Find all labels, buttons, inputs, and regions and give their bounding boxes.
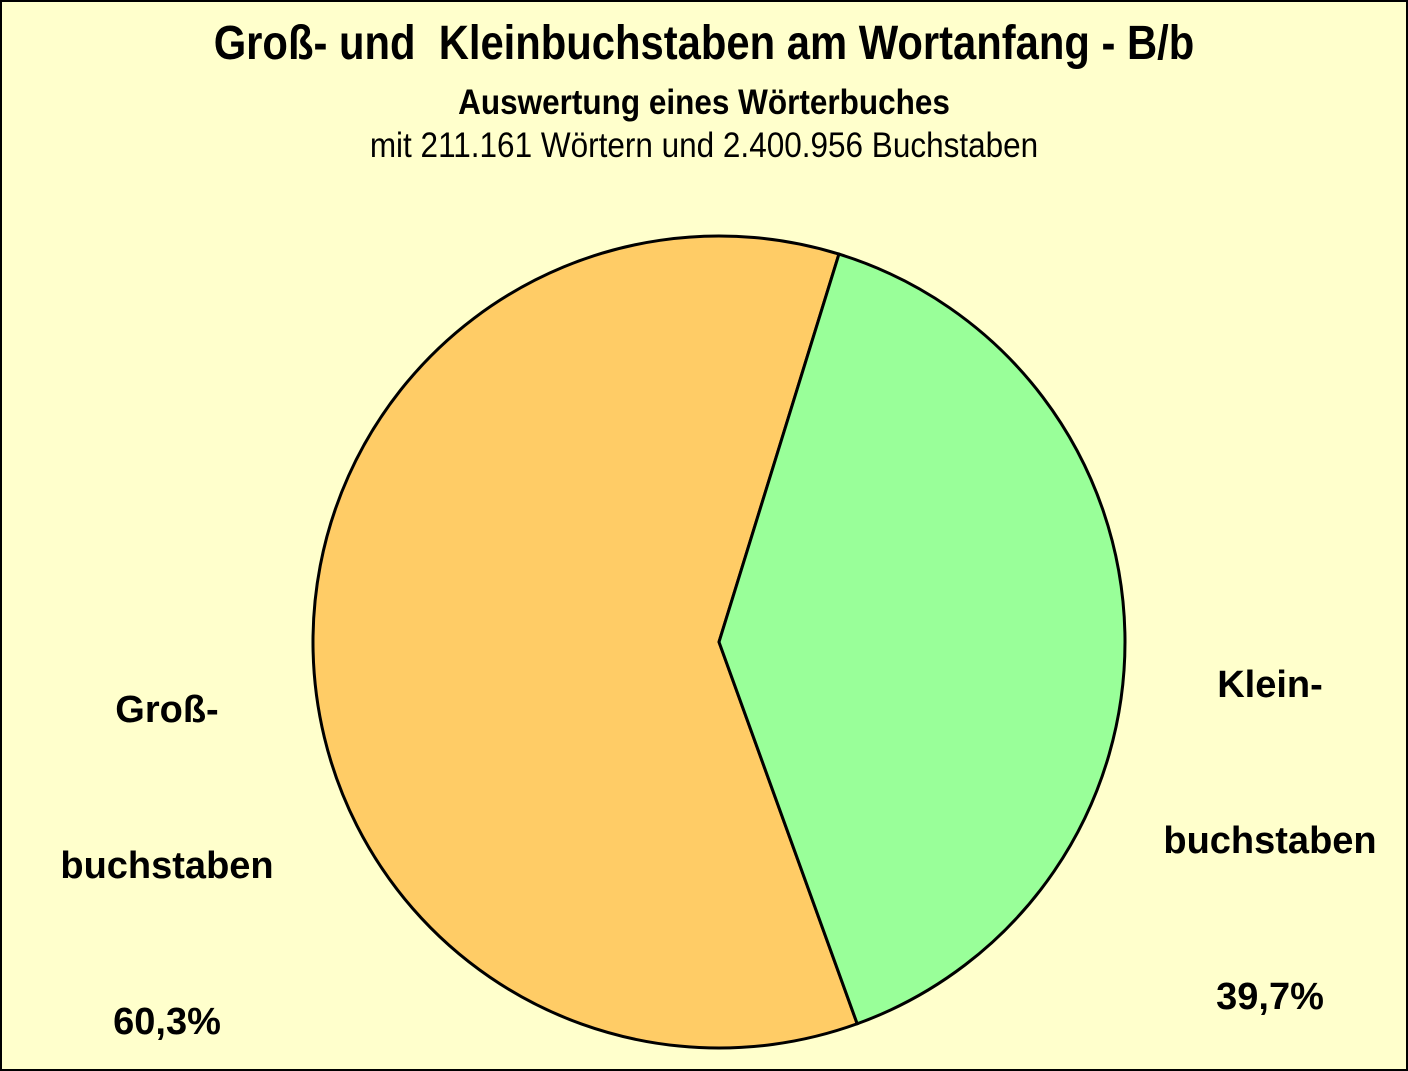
slice-label-line: buchstaben	[1163, 820, 1377, 862]
chart-header: Groß- und Kleinbuchstaben am Wortanfang …	[2, 2, 1406, 168]
chart-title: Groß- und Kleinbuchstaben am Wortanfang …	[213, 17, 1195, 70]
slice-label-line: Klein-	[1217, 664, 1323, 706]
slice-percent-value: 39,7%	[1216, 976, 1324, 1018]
slice-label-line: Groß-	[115, 689, 219, 731]
slice-percent-value: 60,3%	[113, 1001, 221, 1043]
chart-note: mit 211.161 Wörtern und 2.400.956 Buchst…	[369, 126, 1039, 165]
pie-slice-kleinbuchstaben	[717, 252, 1127, 1026]
pie-slice-grossbuchstaben	[311, 234, 860, 1050]
chart-subtitle: Auswertung eines Wörterbuches	[458, 83, 950, 122]
slice-label-line: buchstaben	[60, 845, 274, 887]
slice-label-kleinbuchstaben: Klein- buchstaben 39,7%	[1144, 555, 1396, 1069]
slice-label-grossbuchstaben: Groß- buchstaben 60,3%	[41, 580, 293, 1069]
